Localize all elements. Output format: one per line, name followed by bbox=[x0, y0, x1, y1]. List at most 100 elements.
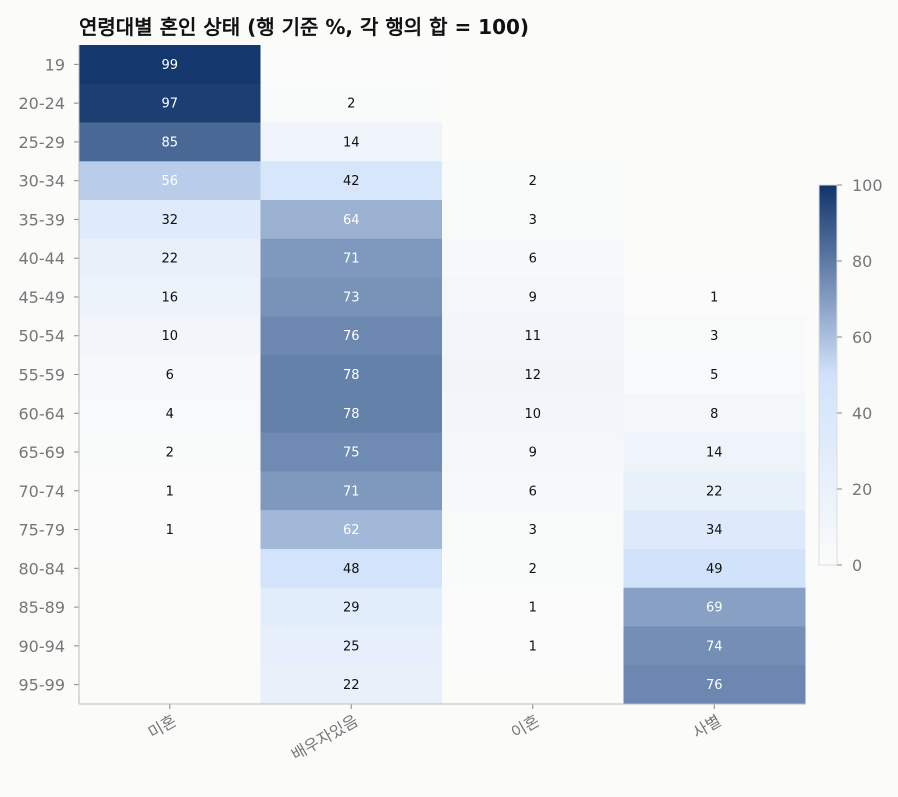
y-tick-label: 55-59 bbox=[19, 366, 66, 385]
heatmap-cell bbox=[623, 277, 806, 317]
heatmap-cell bbox=[79, 432, 261, 472]
y-tick-label: 85-89 bbox=[19, 598, 66, 617]
heatmap-cell bbox=[623, 122, 806, 162]
heatmap-cell bbox=[623, 471, 806, 511]
cell-value-label: 73 bbox=[343, 290, 360, 305]
heatmap-cell bbox=[442, 238, 624, 279]
y-tick-label: 60-64 bbox=[19, 404, 66, 423]
colorbar-tick-label: 20 bbox=[852, 480, 872, 499]
heatmap-cell bbox=[623, 200, 806, 240]
heatmap-cell bbox=[623, 316, 806, 356]
cell-value-label: 78 bbox=[343, 407, 360, 422]
cell-value-label: 97 bbox=[161, 97, 178, 112]
heatmap-cell bbox=[260, 471, 443, 511]
heatmap-cell bbox=[79, 200, 261, 240]
y-tick-label: 75-79 bbox=[19, 521, 66, 540]
cell-value-label: 9 bbox=[529, 446, 537, 461]
cell-value-label: 71 bbox=[343, 252, 360, 267]
cell-value-label: 2 bbox=[166, 446, 174, 461]
cell-value-label: 56 bbox=[161, 174, 178, 189]
heatmap-cell bbox=[79, 277, 261, 317]
heatmap-cell bbox=[260, 238, 443, 279]
cell-value-label: 6 bbox=[529, 252, 537, 267]
cell-value-label: 9 bbox=[529, 290, 537, 305]
cell-value-label: 12 bbox=[524, 368, 541, 383]
heatmap-cells bbox=[79, 45, 806, 705]
cell-value-label: 8 bbox=[710, 407, 718, 422]
heatmap-cell bbox=[623, 587, 806, 627]
cell-value-label: 3 bbox=[529, 213, 537, 228]
y-tick-label: 95-99 bbox=[19, 676, 66, 695]
x-tick-label: 이혼 bbox=[508, 711, 543, 742]
heatmap-cell bbox=[442, 510, 624, 550]
heatmap-cell bbox=[623, 161, 806, 201]
heatmap-cell bbox=[79, 83, 261, 124]
axes bbox=[78, 45, 805, 705]
y-tick-label: 40-44 bbox=[19, 249, 66, 268]
cell-value-label: 14 bbox=[343, 135, 360, 150]
cell-value-label: 62 bbox=[343, 523, 360, 538]
heatmap-cell bbox=[260, 200, 443, 240]
y-tick-label: 19 bbox=[45, 55, 65, 74]
cell-value-label: 3 bbox=[529, 523, 537, 538]
cell-value-label: 85 bbox=[161, 135, 178, 150]
cell-value-label: 14 bbox=[706, 446, 723, 461]
heatmap-cell bbox=[442, 626, 624, 666]
colorbar-tick-label: 100 bbox=[852, 176, 883, 195]
cell-value-label: 3 bbox=[710, 329, 718, 344]
x-tick-label: 미혼 bbox=[145, 711, 180, 742]
heatmap-cell bbox=[79, 510, 261, 550]
y-tick-label: 70-74 bbox=[19, 482, 66, 501]
cell-value-label: 34 bbox=[706, 523, 723, 538]
heatmap-cell bbox=[79, 45, 261, 85]
cell-value-label: 22 bbox=[343, 678, 360, 693]
cell-value-label: 69 bbox=[706, 601, 723, 616]
heatmap-cell bbox=[623, 83, 806, 124]
colorbar: 0 20 40 60 80 100 bbox=[818, 176, 883, 575]
heatmap-cell bbox=[442, 393, 624, 434]
cell-value-label: 1 bbox=[529, 639, 537, 654]
cell-value-label: 49 bbox=[706, 562, 723, 577]
heatmap-cell bbox=[442, 548, 624, 589]
heatmap-cell bbox=[79, 626, 261, 666]
heatmap-cell bbox=[623, 238, 806, 279]
colorbar-tick-label: 60 bbox=[852, 328, 872, 347]
cell-value-label: 76 bbox=[343, 329, 360, 344]
cell-value-label: 2 bbox=[529, 174, 537, 189]
cell-value-label: 99 bbox=[161, 58, 178, 73]
cell-value-label: 25 bbox=[343, 639, 360, 654]
heatmap-cell bbox=[260, 45, 443, 85]
y-tick-label: 65-69 bbox=[19, 443, 66, 462]
heatmap-cell bbox=[623, 432, 806, 472]
heatmap-cell bbox=[260, 355, 443, 395]
heatmap-cell bbox=[260, 432, 443, 472]
cell-value-label: 10 bbox=[524, 407, 541, 422]
cell-value-label: 78 bbox=[343, 368, 360, 383]
heatmap-cell bbox=[442, 200, 624, 240]
cell-value-label: 2 bbox=[347, 97, 355, 112]
heatmap-cell bbox=[442, 316, 624, 356]
cell-value-label: 10 bbox=[161, 329, 178, 344]
heatmap-cell bbox=[260, 665, 443, 705]
heatmap-cell bbox=[79, 471, 261, 511]
heatmap-cell bbox=[79, 355, 261, 395]
y-tick-label: 20-24 bbox=[19, 94, 66, 113]
heatmap-cell bbox=[623, 393, 806, 434]
heatmap-cell bbox=[623, 548, 806, 589]
heatmap-cell bbox=[260, 277, 443, 317]
cell-value-label: 64 bbox=[343, 213, 360, 228]
cell-value-label: 16 bbox=[161, 290, 178, 305]
heatmap-cell bbox=[623, 626, 806, 666]
x-tick-label: 사별 bbox=[689, 711, 724, 742]
colorbar-gradient bbox=[818, 184, 838, 566]
heatmap-cell bbox=[442, 432, 624, 472]
heatmap-cell bbox=[260, 83, 443, 124]
cell-value-label: 29 bbox=[343, 601, 360, 616]
heatmap-cell bbox=[260, 393, 443, 434]
heatmap-cell bbox=[623, 45, 806, 85]
heatmap-cell bbox=[442, 355, 624, 395]
heatmap-cell bbox=[79, 665, 261, 705]
cell-value-label: 48 bbox=[343, 562, 360, 577]
heatmap-cell bbox=[442, 161, 624, 201]
